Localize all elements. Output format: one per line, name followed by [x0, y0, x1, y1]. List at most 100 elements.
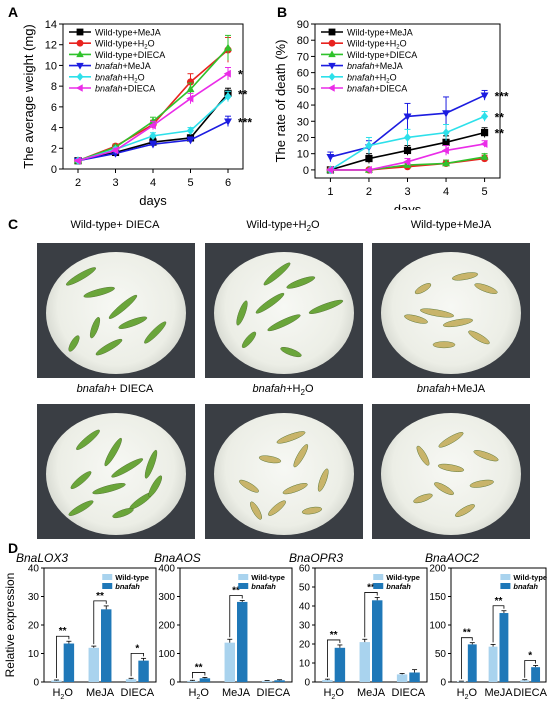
bar: [138, 660, 149, 682]
significance-bracket: [192, 672, 206, 679]
petri-dish-photo: [205, 243, 363, 378]
larva: [301, 506, 323, 515]
category-label: H2O: [188, 687, 209, 701]
significance-label: **: [367, 582, 375, 593]
larvae-layer: [68, 429, 163, 519]
larva: [111, 458, 144, 478]
larva: [404, 314, 428, 324]
larvae-layer: [239, 431, 329, 520]
y-tick-label: 60: [297, 68, 309, 80]
category-sub: 2: [331, 694, 335, 701]
category-label: MeJA: [86, 687, 115, 699]
y-tick-label: 80: [297, 35, 309, 47]
y-tick-label: 200: [429, 564, 446, 575]
larva: [89, 317, 101, 339]
y-tick-label: 0: [33, 678, 39, 689]
petri-dish: [214, 413, 354, 535]
significance-bracket: [93, 600, 107, 645]
photo-caption: Wild-type+ DIECA: [30, 219, 200, 231]
bar: [187, 680, 198, 682]
bar: [101, 609, 112, 682]
larva: [65, 267, 97, 286]
legend-rest: Wild-type+DIECA: [347, 50, 417, 60]
larva: [468, 330, 490, 345]
y-tick-label: 2: [51, 143, 57, 155]
panel-letter-b: B: [277, 4, 288, 20]
bar: [261, 680, 273, 682]
larva: [83, 286, 115, 298]
data-point: [186, 94, 194, 103]
y-tick-label: 50: [299, 583, 311, 594]
y-tick-label: 12: [45, 40, 57, 52]
caption-treatment: Wild-type+H: [246, 219, 307, 231]
bar: [396, 674, 408, 682]
legend-swatch: [238, 583, 249, 589]
panel-letter-a: A: [8, 4, 19, 20]
bar: [359, 642, 370, 682]
legend-label: bnafah+DIECA: [95, 84, 155, 94]
significance-label: **: [96, 591, 104, 602]
bar-chart-BnaAOS: BnaAOS 0 100 200 300 400 H2O ** MeJA ** DIECA Wild-…: [154, 551, 293, 701]
photo-caption: bnafah+MeJA: [366, 383, 536, 395]
legend-label: bnafah+H2O: [95, 72, 145, 84]
data-point: [480, 139, 488, 148]
x-tick-label: 4: [443, 186, 449, 198]
y-tick-label: 10: [299, 659, 311, 670]
bar: [372, 600, 383, 682]
significance-bracket: [56, 635, 70, 679]
caption-treatment: +MeJA: [450, 383, 486, 395]
legend-marker: [328, 72, 336, 81]
significance-bracket: [130, 652, 144, 677]
y-tick-label: 40: [297, 100, 309, 112]
y-tick-label: 20: [28, 621, 40, 632]
legend-sub: 2: [386, 78, 390, 84]
photo-caption: Wild-type+MeJA: [366, 219, 536, 231]
significance-label: **: [59, 626, 67, 637]
legend-label: bnafah: [251, 582, 276, 591]
data-point: [403, 113, 412, 121]
y-tick-label: 6: [51, 102, 57, 114]
legend-label: Wild-type: [115, 573, 149, 582]
y-axis-label: Relative expression: [3, 573, 17, 678]
data-point: [224, 43, 232, 51]
category-o: O: [468, 687, 477, 699]
legend-marker: [328, 50, 336, 58]
legend-label: bnafah+DIECA: [347, 84, 407, 94]
legend-tail: O: [400, 39, 407, 49]
significance-label: ***: [238, 115, 252, 129]
data-point: [442, 110, 451, 118]
legend-marker: [76, 72, 84, 81]
legend-label: bnafah: [386, 582, 411, 591]
larva: [455, 504, 475, 517]
petri-dish-photo: [205, 404, 363, 539]
larva: [68, 335, 80, 352]
gene-title: BnaLOX3: [16, 551, 68, 565]
legend-rest: +MeJA: [123, 61, 151, 71]
bar-chart-BnaOPR3: BnaOPR3 0 10 20 30 40 50 60 H2O ** MeJA ** DIECA Wild…: [289, 551, 428, 701]
x-tick-label: 5: [482, 186, 488, 198]
bar: [237, 601, 248, 682]
petri-dish-photo: [372, 243, 530, 378]
y-tick-label: 8: [51, 81, 57, 93]
caption-genotype: bnafah: [416, 383, 451, 395]
caption-treatment: Wild-type+MeJA: [410, 219, 492, 231]
larva: [443, 318, 473, 328]
data-point: [480, 92, 489, 100]
larva: [308, 299, 344, 314]
legend-swatch: [102, 574, 113, 580]
category-o: O: [200, 687, 209, 699]
y-tick-label: 100: [429, 621, 446, 632]
legend-rest: Wild-type+H: [95, 39, 144, 49]
larva: [416, 445, 430, 466]
significance-label: ***: [495, 89, 509, 103]
larva: [414, 283, 432, 295]
larva: [293, 444, 309, 468]
x-tick-label: 3: [112, 177, 118, 189]
petri-dish: [381, 252, 521, 374]
larvae-layer: [236, 262, 344, 358]
legend-sub: 2: [134, 78, 138, 84]
data-point: [403, 146, 412, 155]
legend-label: Wild-type+H2O: [347, 39, 407, 51]
caption-subscript: 2: [300, 388, 305, 398]
legend-italic: bnafah: [347, 72, 375, 82]
